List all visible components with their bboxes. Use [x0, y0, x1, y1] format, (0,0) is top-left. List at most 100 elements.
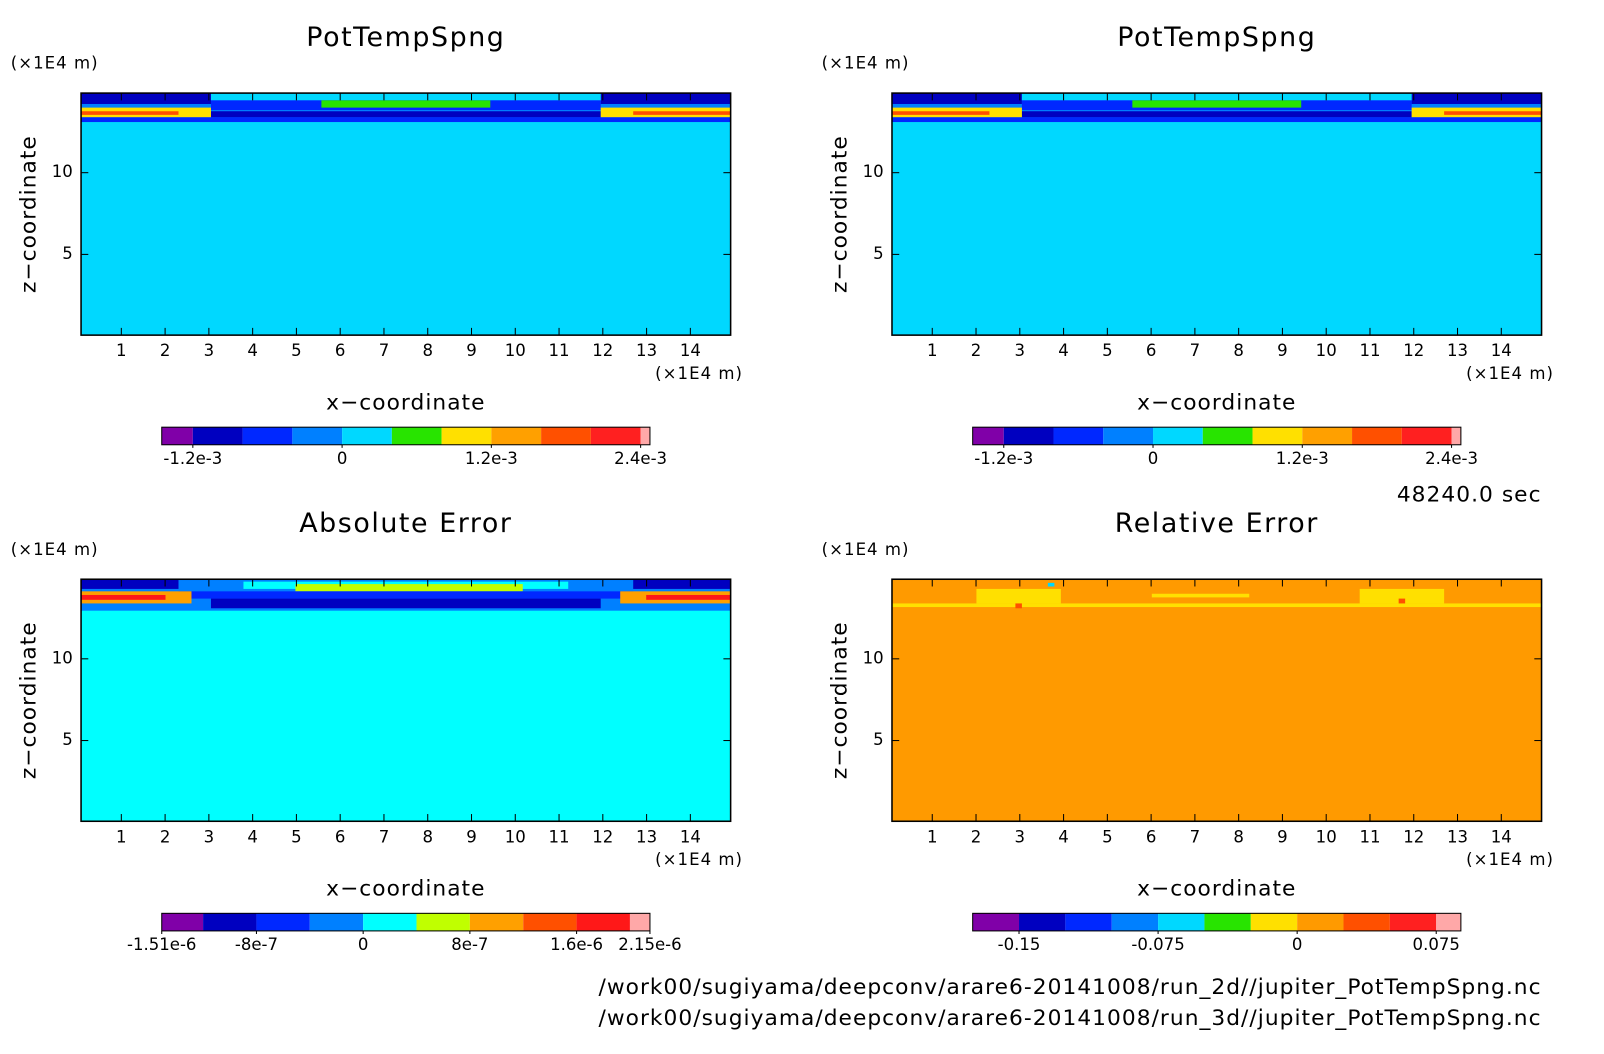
- colorbar-tick-label: 1.2e-3: [1276, 449, 1329, 468]
- contour-region: [1359, 588, 1445, 604]
- colorbar-segment: [576, 913, 630, 931]
- colorbar-segment: [1401, 427, 1452, 445]
- plot-frame: [891, 578, 1543, 823]
- x-tick-label: 3: [1015, 341, 1026, 360]
- plot-frame: [80, 92, 732, 336]
- contour-region: [295, 584, 523, 592]
- colorbar-tick-label: 0: [1148, 449, 1159, 468]
- colorbar-segment: [161, 913, 204, 931]
- x-tick-label: 8: [1233, 341, 1244, 360]
- colorbar-segment: [203, 913, 257, 931]
- colorbar-segment: [1343, 913, 1390, 931]
- panel-title: Relative Error: [1115, 508, 1319, 539]
- x-tick-label: 14: [680, 827, 701, 846]
- contour-field: [81, 93, 731, 336]
- colorbar-segment: [1250, 913, 1298, 931]
- x-unit: (×1E4 m): [655, 850, 743, 869]
- contour-region: [210, 111, 601, 118]
- contour-region: [321, 100, 491, 108]
- x-tick-label: 9: [1277, 341, 1288, 360]
- contour-region: [1015, 603, 1022, 609]
- contour-region: [1398, 598, 1406, 604]
- y-axis-label: z−coordinate: [827, 135, 852, 293]
- colorbar-segment: [1065, 913, 1112, 931]
- colorbar-segment: [1389, 913, 1437, 931]
- colorbar-segment: [590, 427, 641, 445]
- y-tick-label: 10: [863, 162, 884, 181]
- contour-region: [81, 111, 179, 115]
- y-axis-label: z−coordinate: [16, 135, 41, 293]
- x-axis-label: x−coordinate: [1137, 390, 1296, 415]
- x-tick-label: 1: [116, 827, 127, 846]
- colorbar-segment: [972, 913, 1020, 931]
- x-tick-label: 12: [1403, 827, 1424, 846]
- colorbar-segment: [1436, 913, 1461, 931]
- x-tick-label: 3: [204, 827, 215, 846]
- contour-region: [81, 594, 166, 600]
- x-tick-label: 5: [291, 827, 302, 846]
- colorbar-tick-label: -1.2e-3: [974, 449, 1033, 468]
- x-tick-label: 4: [1058, 827, 1069, 846]
- colorbar-frame: [161, 426, 651, 446]
- x-tick-label: 11: [549, 341, 570, 360]
- contour-region: [1021, 111, 1412, 118]
- x-tick-label: 8: [1233, 827, 1244, 846]
- colorbar-tick-label: -0.15: [998, 935, 1041, 954]
- x-unit: (×1E4 m): [1466, 850, 1554, 869]
- contour-region: [81, 122, 731, 125]
- colorbar-frame: [972, 912, 1462, 932]
- colorbar-segment: [242, 427, 293, 445]
- y-tick-label: 5: [873, 244, 884, 263]
- x-tick-label: 7: [379, 827, 390, 846]
- colorbar-segment: [1252, 427, 1303, 445]
- plot-frame: [891, 92, 1543, 336]
- x-tick-label: 9: [466, 827, 477, 846]
- x-tick-label: 11: [549, 827, 570, 846]
- x-tick-label: 2: [160, 827, 171, 846]
- y-tick-label: 5: [62, 730, 73, 749]
- colorbar-segment: [523, 913, 577, 931]
- contour-field: [81, 579, 731, 822]
- contour-field: [891, 579, 1542, 822]
- colorbar-segment: [256, 913, 310, 931]
- colorbar-segment: [363, 913, 417, 931]
- panel-title: PotTempSpng: [1117, 22, 1316, 53]
- y-tick-label: 10: [52, 162, 73, 181]
- x-tick-label: 9: [466, 341, 477, 360]
- colorbar-segment: [342, 427, 392, 445]
- x-tick-label: 9: [1277, 827, 1288, 846]
- x-tick-label: 2: [160, 341, 171, 360]
- colorbar-segment: [972, 427, 1004, 445]
- colorbar-tick-label: 2.4e-3: [1425, 449, 1478, 468]
- x-tick-label: 13: [1447, 341, 1468, 360]
- panel-title: Absolute Error: [299, 508, 512, 539]
- y-axis-label: z−coordinate: [16, 621, 41, 779]
- colorbar-segment: [1003, 427, 1054, 445]
- x-tick-label: 1: [927, 827, 938, 846]
- contour-region: [633, 579, 731, 589]
- x-tick-label: 12: [1403, 341, 1424, 360]
- contour-region: [1444, 111, 1542, 115]
- x-tick-label: 4: [1058, 341, 1069, 360]
- x-tick-label: 11: [1359, 827, 1380, 846]
- colorbar-segment: [1158, 913, 1205, 931]
- contour-region: [1411, 93, 1542, 104]
- colorbar-segment: [1053, 427, 1104, 445]
- contour-region: [1047, 582, 1055, 587]
- colorbar-segment: [1103, 427, 1154, 445]
- contour-region: [891, 111, 990, 115]
- x-tick-label: 5: [1102, 341, 1113, 360]
- file-path: /work00/sugiyama/deepconv/arare6-2014100…: [598, 975, 1541, 1000]
- y-unit: (×1E4 m): [11, 540, 99, 559]
- contour-region: [891, 603, 1542, 608]
- x-tick-label: 7: [379, 341, 390, 360]
- x-tick-label: 8: [422, 341, 433, 360]
- contour-region: [891, 117, 1542, 123]
- contour-region: [81, 579, 179, 589]
- contour-region: [891, 122, 1542, 125]
- x-tick-label: 10: [1316, 827, 1337, 846]
- x-axis-label: x−coordinate: [326, 877, 485, 902]
- x-tick-label: 7: [1190, 827, 1201, 846]
- contour-region: [81, 117, 731, 123]
- colorbar-segment: [1297, 913, 1344, 931]
